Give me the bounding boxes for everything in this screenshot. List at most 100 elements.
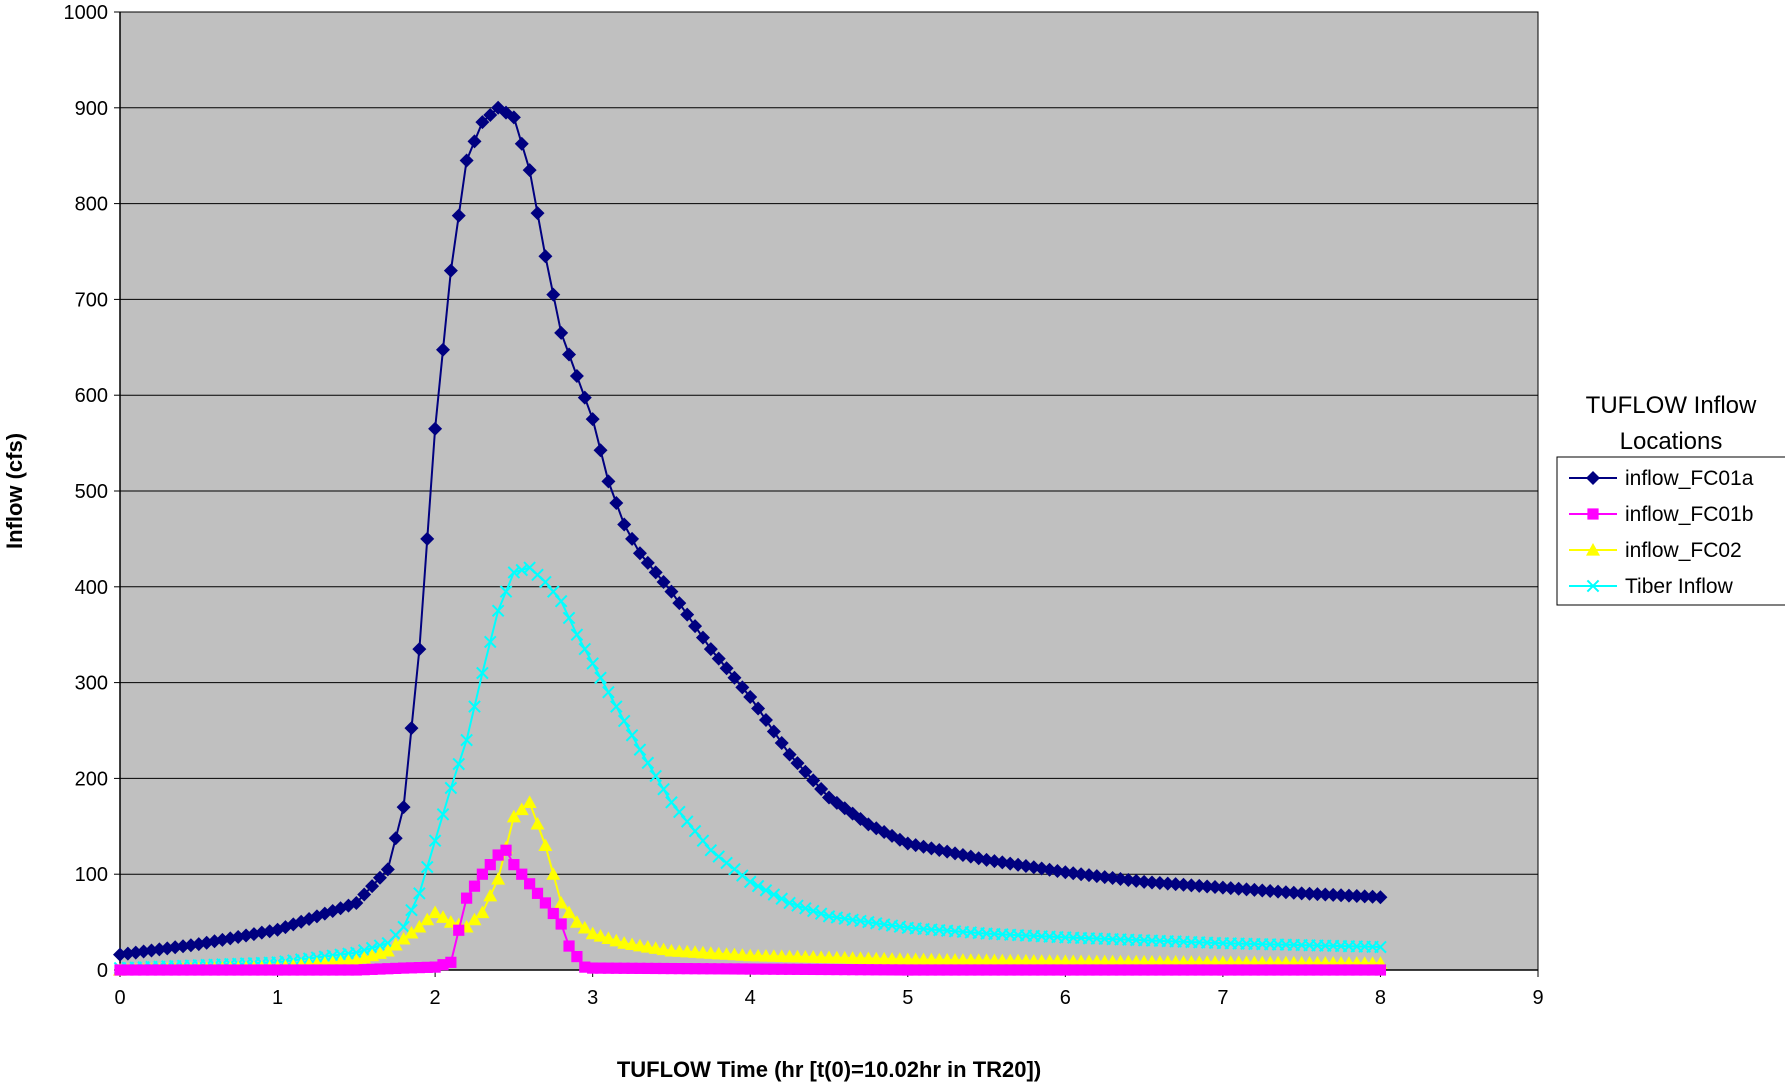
data-point bbox=[870, 964, 882, 976]
data-point bbox=[443, 263, 458, 278]
data-point bbox=[579, 961, 591, 973]
data-point bbox=[483, 888, 498, 902]
marker-stroke bbox=[539, 575, 552, 589]
data-point bbox=[1004, 964, 1016, 976]
data-point bbox=[1335, 964, 1347, 976]
data-point bbox=[1278, 885, 1293, 900]
marker-stroke bbox=[712, 850, 726, 863]
data-point bbox=[319, 964, 331, 976]
data-point bbox=[476, 666, 489, 680]
data-point bbox=[327, 964, 339, 976]
data-point bbox=[483, 107, 498, 122]
data-point bbox=[453, 924, 465, 936]
data-point bbox=[1059, 964, 1071, 976]
data-point bbox=[1036, 964, 1048, 976]
data-point bbox=[609, 933, 624, 947]
data-point bbox=[681, 963, 693, 975]
x-tick-label: 3 bbox=[587, 987, 598, 1009]
marker-stroke bbox=[665, 796, 678, 809]
marker-stroke bbox=[578, 642, 592, 656]
data-point bbox=[1091, 964, 1103, 976]
data-point bbox=[988, 964, 1001, 976]
data-point bbox=[460, 733, 473, 747]
x-axis-title: TUFLOW Time (hr [t(0)=10.02hr in TR20]) bbox=[617, 1057, 1041, 1082]
data-point bbox=[491, 871, 506, 885]
data-point bbox=[799, 963, 811, 975]
data-point bbox=[649, 769, 662, 783]
data-point bbox=[382, 963, 394, 975]
data-point bbox=[1365, 889, 1380, 904]
data-point bbox=[185, 964, 197, 976]
data-point bbox=[814, 781, 829, 796]
legend-entry: inflow_FC02 bbox=[1569, 539, 1742, 562]
data-point bbox=[1256, 964, 1268, 976]
marker-stroke bbox=[759, 883, 773, 897]
data-point bbox=[933, 964, 945, 976]
data-point bbox=[705, 963, 717, 975]
data-point bbox=[593, 443, 608, 458]
marker-stroke bbox=[609, 700, 623, 713]
data-point bbox=[397, 920, 410, 934]
data-point bbox=[475, 115, 490, 130]
data-point bbox=[1168, 877, 1183, 892]
marker-stroke bbox=[357, 944, 371, 957]
data-point bbox=[1248, 964, 1260, 976]
data-point bbox=[949, 964, 961, 976]
data-point bbox=[514, 136, 529, 151]
data-point bbox=[878, 964, 890, 976]
marker-stroke bbox=[428, 834, 442, 847]
data-point bbox=[555, 918, 567, 930]
x-tick-label: 4 bbox=[745, 987, 756, 1009]
data-point bbox=[1303, 964, 1316, 976]
y-tick-label: 0 bbox=[97, 960, 108, 982]
data-point bbox=[1231, 881, 1246, 896]
data-point bbox=[303, 964, 315, 976]
data-point bbox=[1209, 964, 1221, 976]
marker-stroke bbox=[586, 657, 599, 670]
marker-stroke bbox=[531, 568, 544, 582]
data-point bbox=[1154, 964, 1166, 976]
marker-stroke bbox=[460, 733, 473, 747]
data-point bbox=[601, 931, 616, 944]
data-point bbox=[587, 962, 599, 974]
data-point bbox=[451, 208, 466, 223]
marker-stroke bbox=[720, 856, 733, 870]
data-point bbox=[500, 844, 512, 856]
data-point bbox=[287, 964, 299, 976]
data-point bbox=[1272, 964, 1284, 976]
data-point bbox=[634, 962, 646, 974]
data-point bbox=[1294, 886, 1309, 901]
data-point bbox=[1200, 879, 1215, 894]
data-point bbox=[1366, 964, 1379, 976]
data-point bbox=[547, 907, 559, 920]
data-point bbox=[688, 824, 702, 838]
data-point bbox=[758, 712, 773, 727]
data-point bbox=[420, 912, 435, 926]
data-point bbox=[689, 963, 701, 975]
data-point bbox=[601, 474, 616, 489]
data-point bbox=[814, 907, 828, 920]
legend-entry: Tiber Inflow bbox=[1569, 575, 1734, 598]
data-point bbox=[657, 782, 670, 796]
marker-stroke bbox=[641, 756, 655, 770]
data-point bbox=[965, 964, 977, 976]
data-point bbox=[398, 962, 410, 974]
data-point bbox=[1239, 882, 1254, 897]
y-tick-label: 400 bbox=[75, 577, 108, 599]
data-point bbox=[594, 671, 607, 685]
data-point bbox=[428, 421, 443, 436]
data-point bbox=[665, 796, 678, 809]
marker-stroke bbox=[554, 594, 568, 608]
data-point bbox=[577, 920, 592, 934]
data-point bbox=[1341, 888, 1356, 903]
data-point bbox=[1170, 964, 1182, 976]
data-point bbox=[506, 110, 521, 125]
data-point bbox=[365, 879, 380, 894]
data-point bbox=[1028, 964, 1040, 976]
data-point bbox=[1327, 964, 1339, 976]
data-point bbox=[404, 721, 419, 736]
data-point bbox=[633, 743, 647, 756]
data-point bbox=[279, 964, 292, 976]
data-point bbox=[680, 607, 695, 622]
data-point bbox=[783, 896, 796, 910]
